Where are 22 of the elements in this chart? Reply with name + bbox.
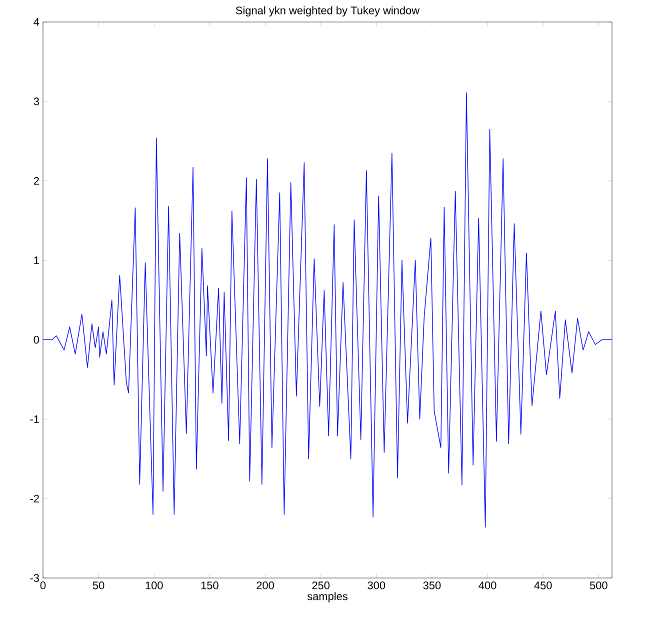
y-tick-label: 2	[34, 177, 39, 185]
y-tick-label: 1	[34, 256, 39, 264]
x-tick-label: 300	[368, 582, 386, 590]
x-tick-label: 500	[590, 582, 608, 590]
x-tick-label: 400	[478, 582, 496, 590]
y-tick-label: 0	[34, 336, 40, 344]
x-tick-label: 150	[201, 582, 218, 590]
x-tick-label: 350	[423, 582, 441, 590]
chart-title: Signal ykn weighted by Tukey window	[236, 6, 420, 16]
y-tick-label: 3	[34, 98, 39, 106]
x-tick-label: 50	[92, 582, 104, 590]
x-axis-title: samples	[307, 592, 348, 602]
x-tick-label: 200	[256, 582, 274, 590]
x-tick-label: 0	[40, 582, 46, 590]
y-tick-label: -1	[30, 415, 39, 423]
x-tick-label: 100	[146, 582, 163, 590]
x-tick-label: 250	[312, 582, 330, 590]
x-tick-label: 450	[534, 582, 552, 590]
line-series	[43, 92, 612, 528]
y-tick-label: 4	[34, 18, 40, 26]
y-tick-label: -2	[30, 494, 39, 502]
y-tick-label: -3	[30, 574, 39, 582]
